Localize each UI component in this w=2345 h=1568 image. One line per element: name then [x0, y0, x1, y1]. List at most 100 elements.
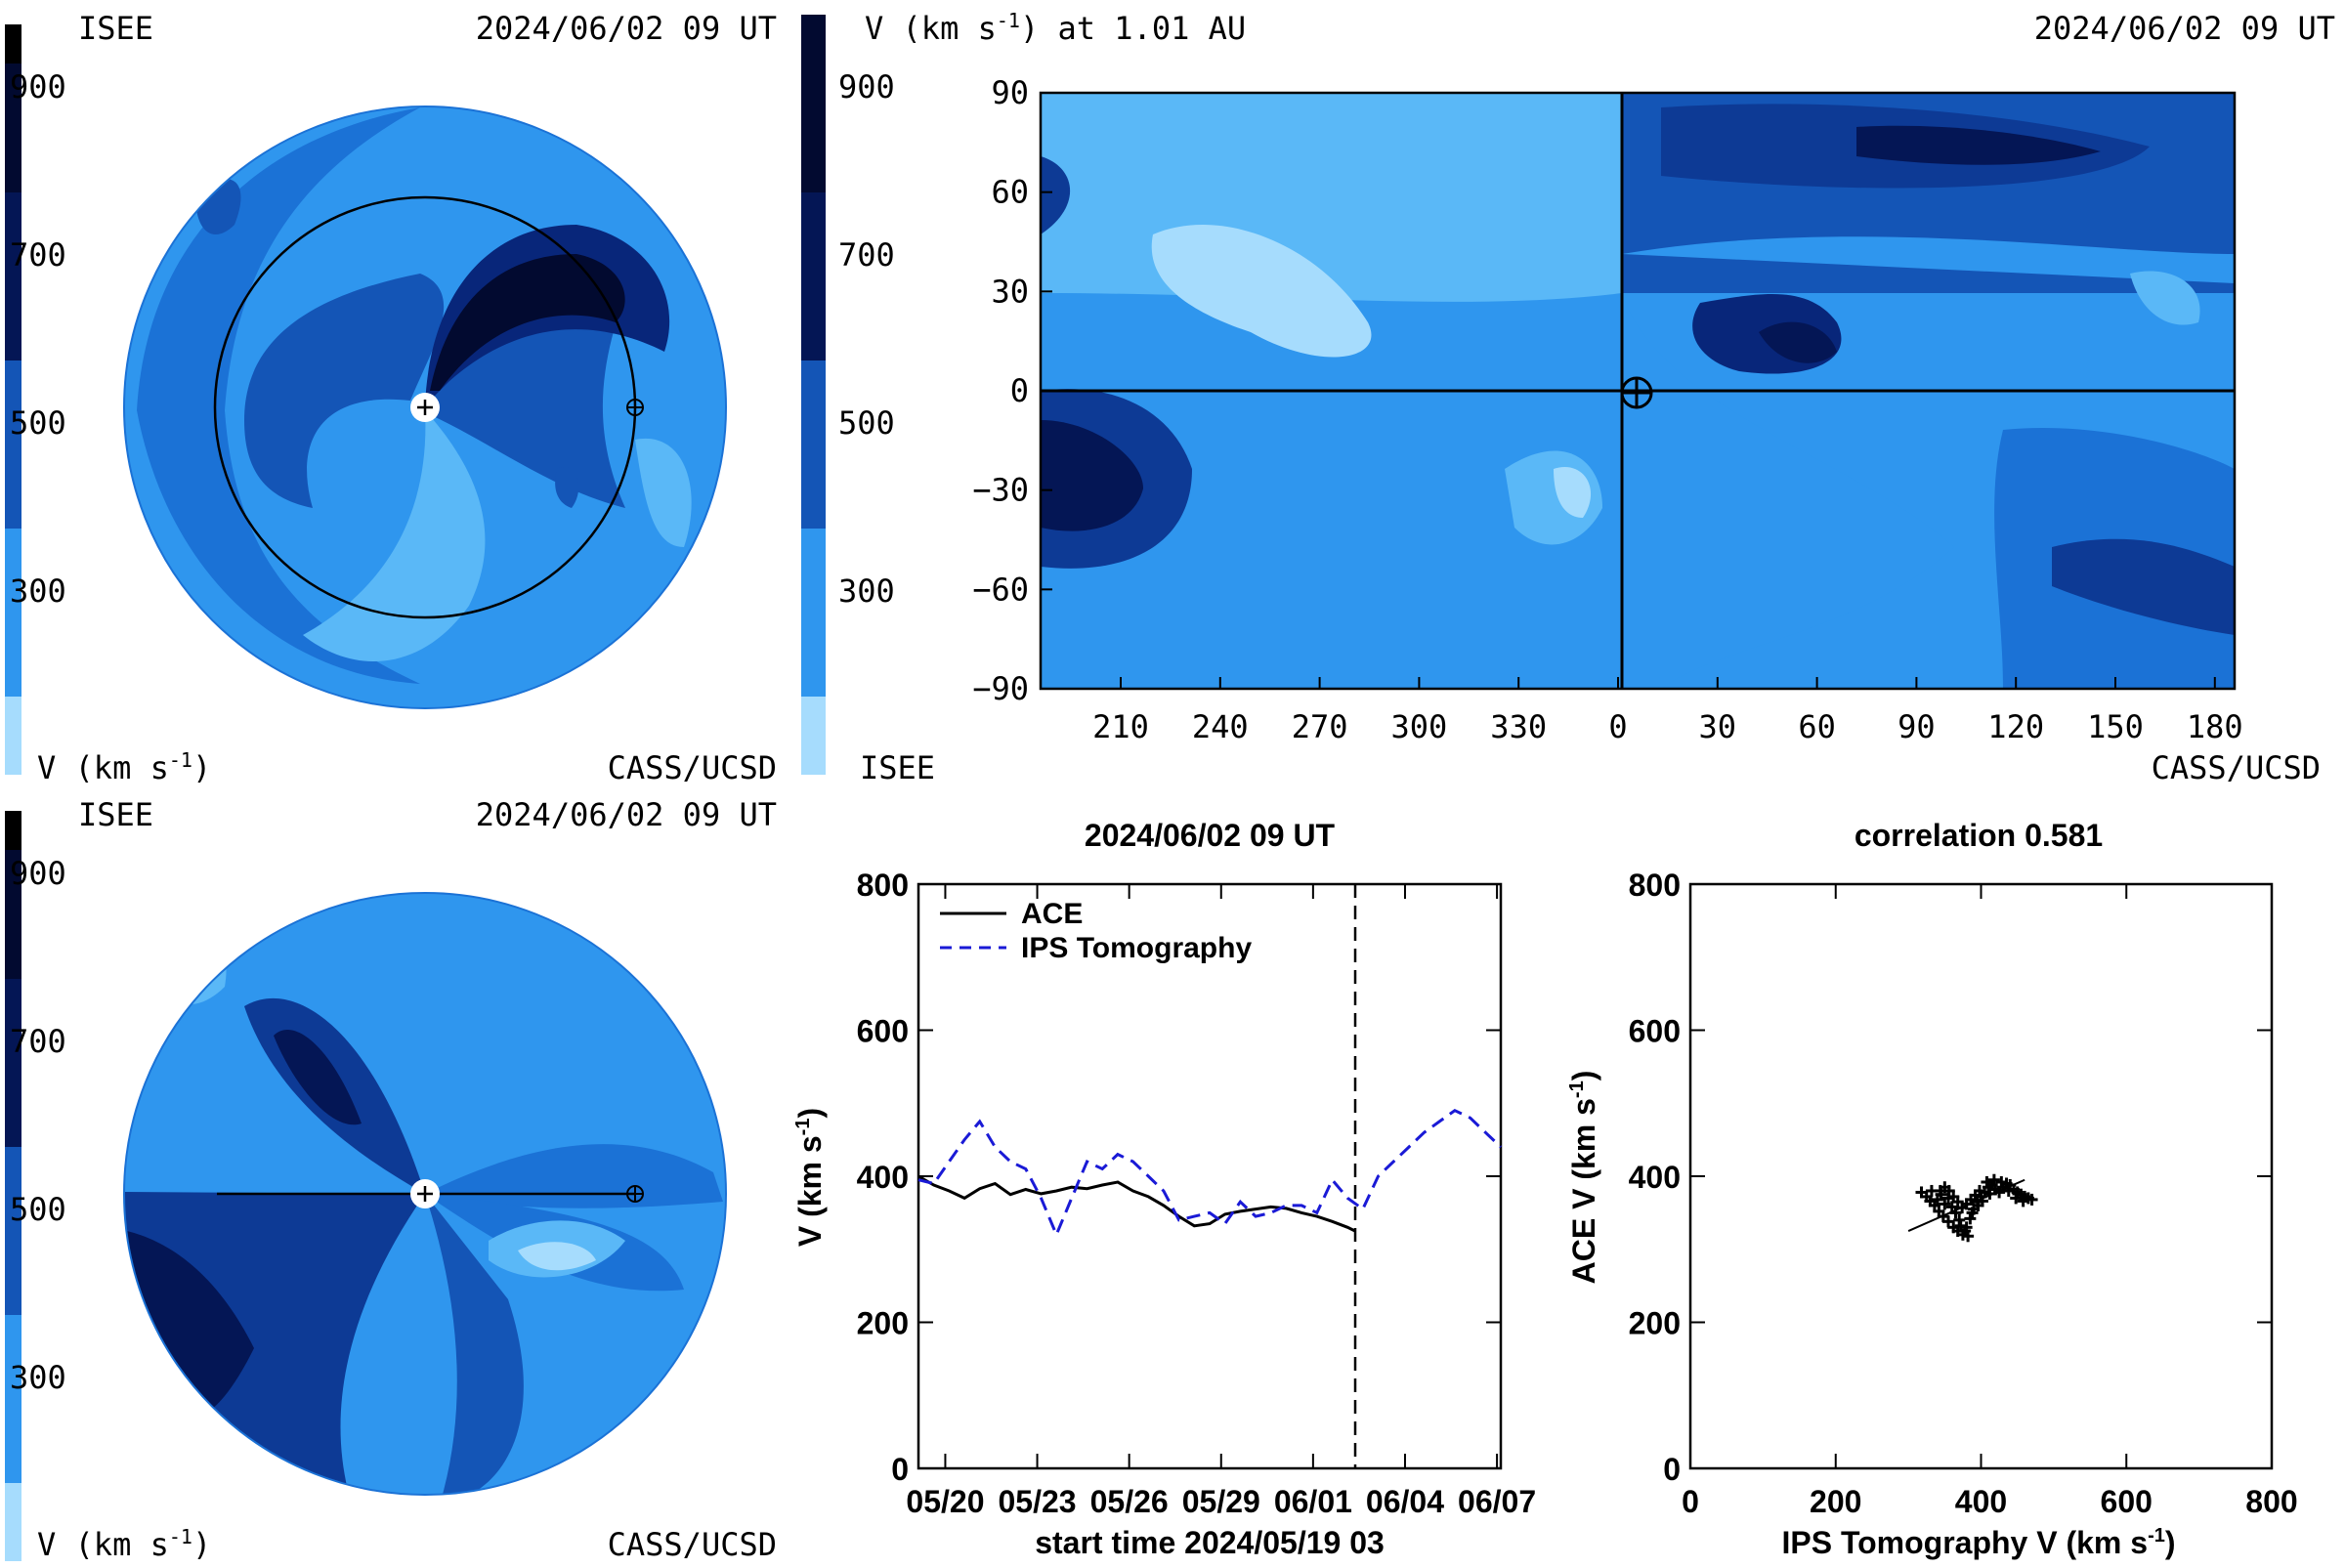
timeseries-x-tick-label: 05/29	[1182, 1484, 1260, 1519]
correlation-y-tick-label: 200	[1629, 1306, 1681, 1341]
correlation-y-tick-label: 600	[1629, 1014, 1681, 1049]
timeseries-series	[917, 1108, 1503, 1239]
colorbar-map-tick-700: 700	[838, 236, 895, 274]
sun-marker	[410, 393, 440, 422]
map-x-tick-label: 30	[1699, 708, 1737, 745]
timeseries-x-tick-label: 06/07	[1458, 1484, 1536, 1519]
timeseries-xlabel: start time 2024/05/19 03	[1035, 1525, 1385, 1560]
colorbar-map-tick-500: 500	[838, 404, 895, 442]
timeseries-x-tick-label: 06/01	[1274, 1484, 1352, 1519]
map-title: V (km s-1) at 1.01 AU	[865, 9, 1246, 47]
map-x-tick-label: 120	[1987, 708, 2044, 745]
correlation-x-tick-label: 0	[1682, 1484, 1699, 1519]
timeseries-x-tick-label: 05/26	[1090, 1484, 1169, 1519]
map-y-tick-label: −60	[972, 571, 1029, 608]
correlation-frame	[1688, 882, 2274, 1470]
timeseries-legend: ACE IPS Tomography	[940, 898, 1252, 964]
polar-top-timestamp: 2024/06/02 09 UT	[476, 10, 777, 47]
colorbar-top	[5, 24, 21, 775]
correlation-y-tick-label: 0	[1663, 1452, 1681, 1487]
map-x-tick-label: 300	[1391, 708, 1448, 745]
fit-line	[1907, 1178, 2025, 1232]
map-y-tick-label: 0	[1010, 372, 1029, 409]
map-y-tick-label: −30	[972, 472, 1029, 509]
map-panel: 900 700 500 300 V (km s-1) at 1.01 AU 20…	[801, 9, 2335, 786]
map-y-axis: 90 60 30 0 −30 −60 −90	[972, 74, 1052, 707]
timeseries-x-tick-label: 05/23	[999, 1484, 1077, 1519]
map-x-tick-label: 270	[1292, 708, 1348, 745]
timeseries-title: 2024/06/02 09 UT	[1085, 818, 1336, 853]
map-x-axis: 210 240 270 300 330 0 30 60 90 120 150 180	[1092, 677, 2243, 745]
correlation-xlabel: IPS Tomography V (km s-1)	[1781, 1525, 2175, 1560]
timeseries-frame	[917, 882, 1503, 1470]
timeseries-y-tick-label: 600	[857, 1014, 909, 1049]
map-cass-label: CASS/UCSD	[2152, 749, 2321, 786]
timeseries-y-tick-label: 0	[891, 1452, 909, 1487]
sun-marker-bottom	[410, 1179, 440, 1208]
colorbar-top-tick-700: 700	[10, 236, 66, 274]
polar-top-cass-label: CASS/UCSD	[608, 749, 777, 786]
map-y-tick-label: 90	[991, 74, 1029, 111]
map-x-tick-label: 60	[1798, 708, 1836, 745]
colorbar-map-tick-900: 900	[838, 68, 895, 106]
polar-bottom-cass-label: CASS/UCSD	[608, 1526, 777, 1563]
map-x-tick-label: 90	[1897, 708, 1936, 745]
timeseries-y-tick-label: 200	[857, 1306, 909, 1341]
polar-bottom-timestamp: 2024/06/02 09 UT	[476, 796, 777, 833]
polar-bottom-unit-label: V (km s-1)	[37, 1525, 211, 1563]
correlation-x-tick-label: 800	[2245, 1484, 2297, 1519]
series-ips-tomography	[917, 1108, 1503, 1239]
map-x-tick-label: 0	[1608, 708, 1627, 745]
correlation-axes: 0 200 400 600 800 0 200 400 600 800	[1629, 868, 2298, 1519]
colorbar-top-tick-900: 900	[10, 68, 66, 106]
earth-marker-bottom	[626, 1185, 644, 1203]
colorbar-map-tick-300: 300	[838, 572, 895, 610]
map-timestamp: 2024/06/02 09 UT	[2034, 10, 2335, 47]
correlation-y-tick-label: 400	[1629, 1160, 1681, 1195]
map-contours	[1041, 93, 2235, 689]
correlation-x-tick-label: 400	[1955, 1484, 2007, 1519]
colorbar-bottom	[5, 811, 21, 1561]
map-x-tick-label: 240	[1192, 708, 1249, 745]
colorbar-bottom-tick-500: 500	[10, 1191, 66, 1228]
colorbar-bottom-tick-700: 700	[10, 1023, 66, 1060]
correlation-points	[1907, 1173, 2038, 1243]
colorbar-bottom-tick-300: 300	[10, 1359, 66, 1396]
timeseries-chart: 2024/06/02 09 UT 0 200 400 600 800 05/20 05/23…	[792, 818, 1536, 1560]
timeseries-ylabel: V (km s-1)	[792, 1108, 828, 1247]
map-y-tick-label: 30	[991, 273, 1029, 310]
legend-ips-label: IPS Tomography	[1021, 932, 1252, 964]
correlation-y-tick-label: 800	[1629, 868, 1681, 903]
map-y-tick-label: 60	[991, 174, 1029, 211]
timeseries-y-tick-label: 800	[857, 868, 909, 903]
polar-bottom-panel: 900 700 500 300 ISEE 2024/06/02 09 UT	[5, 796, 777, 1563]
legend-ace-label: ACE	[1021, 898, 1083, 930]
series-ace	[917, 1174, 1356, 1233]
map-earth-marker	[1620, 376, 1653, 409]
colorbar-map	[801, 15, 826, 775]
map-x-tick-label: 210	[1092, 708, 1149, 745]
map-x-tick-label: 150	[2087, 708, 2144, 745]
correlation-title: correlation 0.581	[1855, 818, 2103, 853]
timeseries-x-tick-label: 06/04	[1366, 1484, 1444, 1519]
earth-marker	[626, 399, 644, 416]
correlation-x-tick-label: 200	[1810, 1484, 1861, 1519]
timeseries-y-tick-label: 400	[857, 1160, 909, 1195]
polar-top-panel: 900 700 500 300 ISEE 2024/06/02 09 UT	[5, 10, 777, 786]
map-isee-label: ISEE	[860, 749, 935, 786]
polar-top-unit-label: V (km s-1)	[37, 748, 211, 786]
polar-bottom-isee-label: ISEE	[78, 796, 153, 833]
colorbar-bottom-tick-900: 900	[10, 855, 66, 892]
map-x-tick-label: 180	[2187, 708, 2243, 745]
map-x-tick-label: 330	[1490, 708, 1547, 745]
colorbar-top-tick-300: 300	[10, 572, 66, 610]
timeseries-x-tick-label: 05/20	[906, 1484, 984, 1519]
colorbar-top-tick-500: 500	[10, 404, 66, 442]
timeseries-axes: 0 200 400 600 800 05/20 05/23 05/26 05/29 06/01 06…	[857, 868, 1537, 1519]
correlation-x-tick-label: 600	[2101, 1484, 2153, 1519]
correlation-ylabel: ACE V (km s-1)	[1566, 1071, 1601, 1285]
polar-top-isee-label: ISEE	[78, 10, 153, 47]
map-y-tick-label: −90	[972, 670, 1029, 707]
